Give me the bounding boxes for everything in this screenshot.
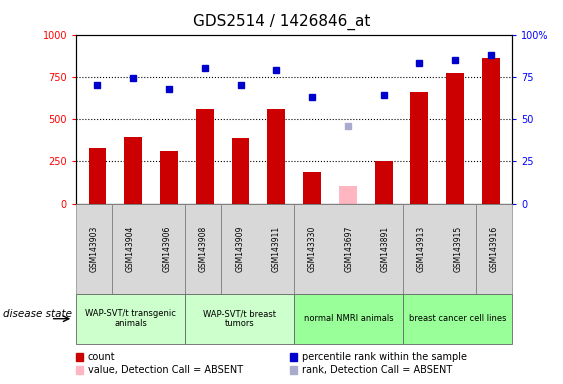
Text: normal NMRI animals: normal NMRI animals [304, 314, 394, 323]
Text: GSM143915: GSM143915 [453, 225, 462, 272]
Bar [374, 161, 392, 204]
Bar [410, 92, 428, 204]
Text: GSM143904: GSM143904 [126, 225, 135, 272]
Text: WAP-SVT/t transgenic
animals: WAP-SVT/t transgenic animals [85, 309, 176, 328]
Text: GSM143908: GSM143908 [199, 225, 208, 272]
Bar [88, 148, 106, 204]
Bar [160, 151, 178, 204]
Text: GDS2514 / 1426846_at: GDS2514 / 1426846_at [193, 13, 370, 30]
Text: value, Detection Call = ABSENT: value, Detection Call = ABSENT [88, 365, 243, 375]
Bar [446, 73, 464, 204]
Text: GSM143891: GSM143891 [381, 225, 390, 272]
Bar [339, 186, 357, 204]
Bar [267, 109, 285, 204]
Text: GSM143913: GSM143913 [417, 225, 426, 272]
Text: GSM143916: GSM143916 [490, 225, 499, 272]
Bar [231, 137, 249, 204]
Bar [124, 137, 142, 204]
Text: disease state: disease state [3, 309, 72, 319]
Text: count: count [88, 352, 115, 362]
Text: rank, Detection Call = ABSENT: rank, Detection Call = ABSENT [302, 365, 452, 375]
Bar [196, 109, 214, 204]
Text: GSM143906: GSM143906 [162, 225, 171, 272]
Text: GSM143903: GSM143903 [90, 225, 99, 272]
Text: percentile rank within the sample: percentile rank within the sample [302, 352, 467, 362]
Text: GSM143330: GSM143330 [308, 225, 317, 272]
Text: WAP-SVT/t breast
tumors: WAP-SVT/t breast tumors [203, 309, 276, 328]
Text: breast cancer cell lines: breast cancer cell lines [409, 314, 507, 323]
Bar [482, 58, 500, 204]
Text: GSM143697: GSM143697 [344, 225, 353, 272]
Bar [303, 172, 321, 204]
Text: GSM143909: GSM143909 [235, 225, 244, 272]
Text: GSM143911: GSM143911 [271, 225, 280, 272]
